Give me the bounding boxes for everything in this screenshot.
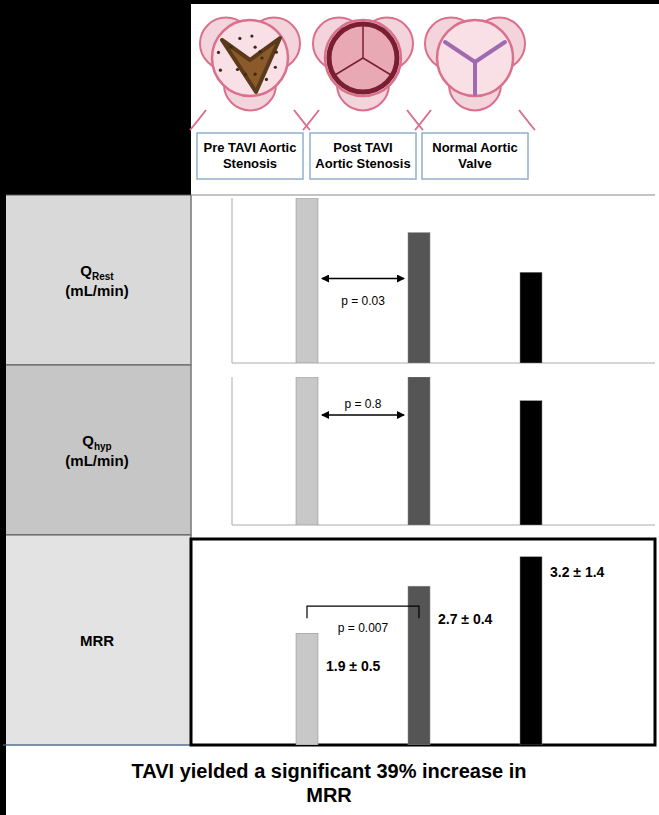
text-line: Normal Aortic [432,140,517,155]
figure: Pre TAVI AorticStenosis Post TAVIAortic S… [0,0,659,815]
valve-outline [415,18,535,130]
valve-annulus [325,20,401,96]
text-line: Aortic Stenosis [315,156,410,171]
bar [408,233,430,363]
calcium-dot [238,37,241,40]
vessel [407,110,423,130]
calcified-leaflets [222,38,280,92]
row-label-main: Q [80,262,92,279]
calcium-dot [265,78,268,81]
row-label: QRest(mL/min) [65,262,128,299]
row-label-subscript: hyp [94,441,112,452]
column-header: Post TAVIAortic Stenosis [315,140,410,171]
header-line [191,195,655,196]
bars [296,557,542,745]
vessel [519,110,535,130]
row-label-main: Q [82,432,94,449]
calcium-dot [244,73,247,76]
vessel [294,110,310,130]
column-header-box [422,133,528,179]
y-axis [232,377,233,525]
data-label: 1.9 ± 0.5 [326,658,381,674]
calcium-dot [217,51,220,54]
top-border [0,0,659,4]
row-label-cell [3,365,191,535]
calcium-dot [260,56,263,59]
background [0,0,659,815]
bar [520,557,542,745]
calcium-dot [274,66,277,69]
bar [296,198,318,363]
bar [520,401,542,525]
calcium-dot [259,50,262,53]
p-value: p = 0.8 [344,397,381,411]
calcium-dot [219,69,222,72]
data-label: 3.2 ± 1.4 [550,564,605,580]
x-axis [232,525,655,526]
bar [408,377,430,525]
row-label-cell [3,535,191,745]
valve-outline [303,18,423,130]
row-label: MRR [80,632,114,649]
p-value: p = 0.007 [338,621,389,635]
valve-outline [190,18,310,130]
bar [520,272,542,363]
row-label-unit: (mL/min) [65,282,128,299]
calcium-dot [253,73,256,76]
vessel [415,110,431,130]
text-line: Valve [458,156,491,171]
prosthesis-ring [329,24,397,92]
column-header-box [310,133,416,179]
column-header: Pre TAVI AorticStenosis [204,140,297,171]
row-label-unit: (mL/min) [65,452,128,469]
comparison-arrow [322,278,404,279]
panel-frame [191,539,655,745]
comparison-arrow [322,414,404,415]
normal-leaflets [445,42,505,94]
calcium-dot [236,68,239,71]
text-line: TAVI yielded a significant 39% increase … [132,760,527,782]
p-value: p = 0.03 [341,294,385,308]
vessel [190,110,206,130]
text-line: Stenosis [223,156,277,171]
bar [296,377,318,525]
text-line: Pre TAVI Aortic [204,140,297,155]
column-header: Normal AorticValve [432,140,517,171]
x-axis [232,363,655,364]
valve-annulus [212,20,288,96]
data-label: 2.7 ± 0.4 [438,611,493,627]
column-header-box [197,133,303,179]
bar [296,633,318,745]
significance-bracket [307,606,419,618]
left-border [0,0,6,815]
bars [296,377,542,525]
corner-block [3,3,191,195]
calcium-dot [275,51,278,54]
text-line: MRR [306,784,352,806]
text-line: Post TAVI [333,140,392,155]
row-label-subscript: Rest [92,271,114,282]
calcium-dot [229,45,232,48]
bars [296,198,542,363]
y-axis [232,198,233,363]
row-label-cell [3,195,191,365]
row-label: Qhyp(mL/min) [65,432,128,469]
prosthesis-leaflets [335,26,391,75]
footer-text: TAVI yielded a significant 39% increase … [132,760,527,806]
calcium-dot [253,46,256,49]
valve-annulus [437,20,513,96]
calcium-dot [250,34,253,37]
vessel [303,110,319,130]
